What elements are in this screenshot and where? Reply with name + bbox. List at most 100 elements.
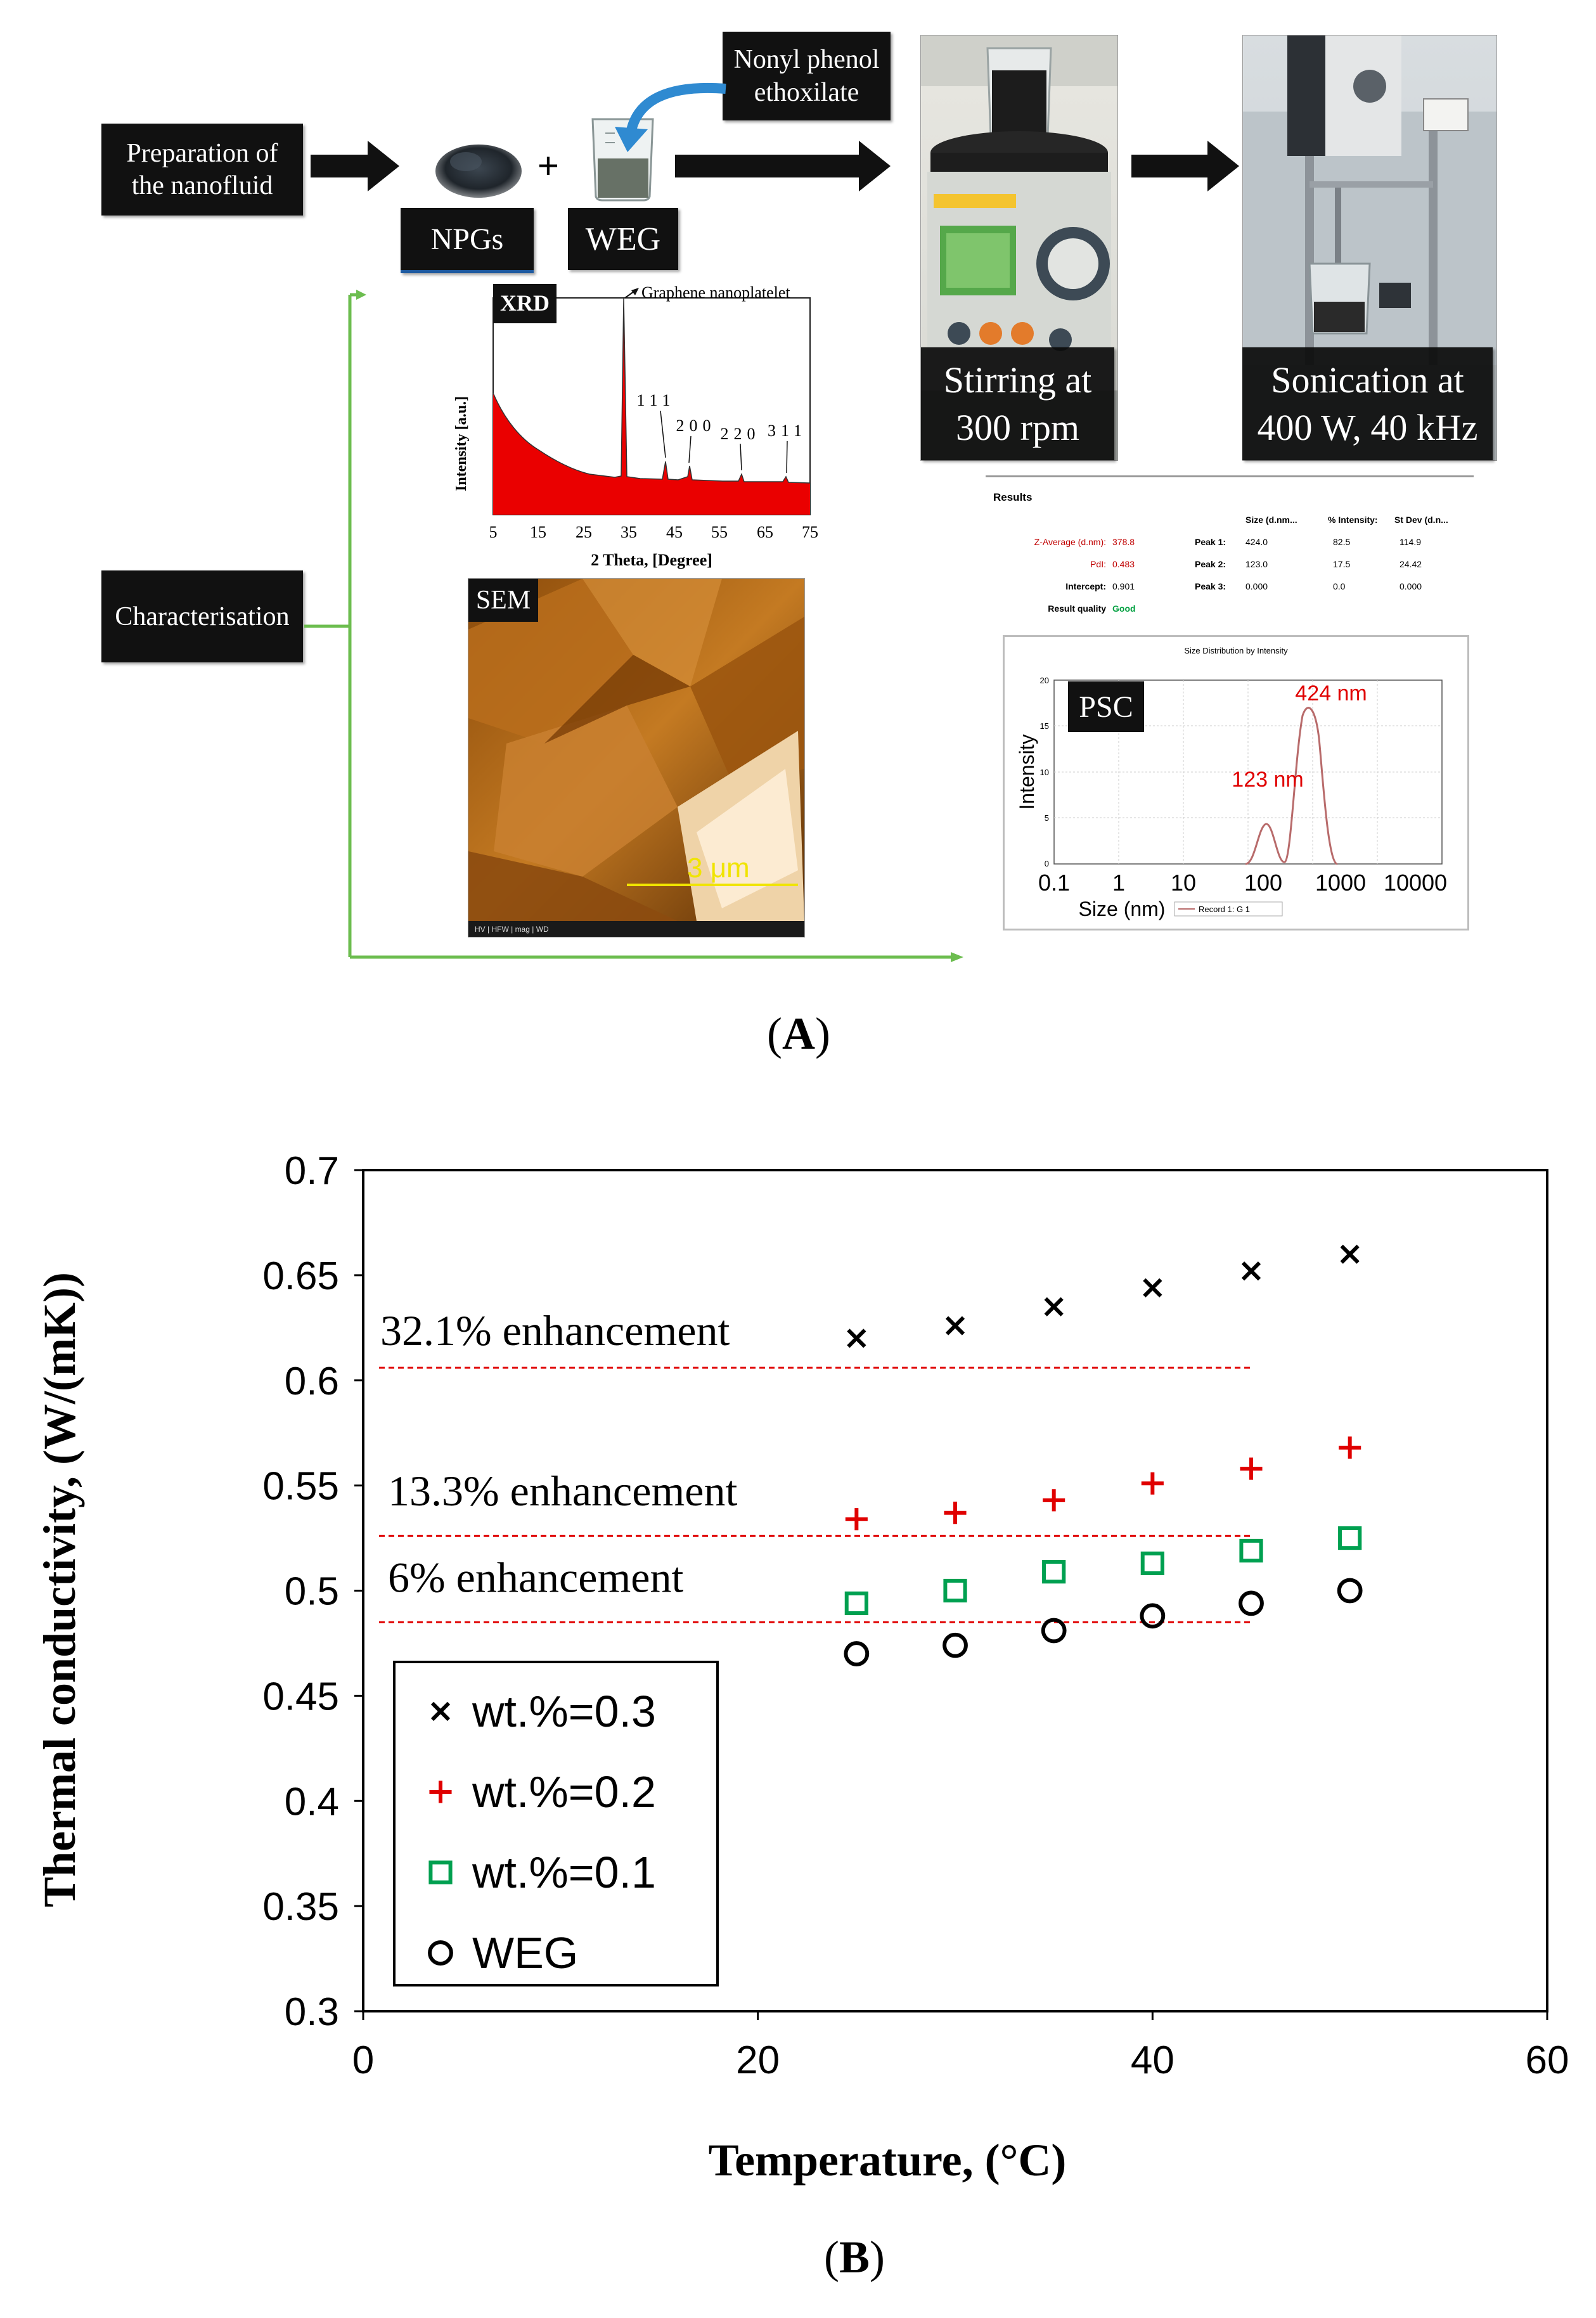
x-tick-label: 0 [352, 2038, 374, 2082]
y-tick-label: 0.4 [285, 1780, 339, 1824]
enhancement-label: 13.3% enhancement [388, 1467, 737, 1515]
weg-label: WEG [585, 221, 661, 257]
psc-tag-box: PSC [1068, 681, 1144, 732]
dls-row-size: 123.0 [1245, 559, 1268, 569]
data-point [1241, 1261, 1261, 1281]
dls-row-peak: Peak 1: [1195, 537, 1226, 547]
dls-results: Results Size (d.nm... % Intensity: St De… [986, 475, 1474, 628]
xrd-peak-label: 311 [768, 422, 807, 440]
x-tick-label: 20 [736, 2038, 780, 2082]
characterisation-label: Characterisation [115, 602, 290, 631]
legend-label: wt.%=0.2 [472, 1767, 656, 1817]
npg-powder-image [435, 145, 522, 198]
stirring-label: Stirring at 300 rpm [943, 359, 1092, 448]
sem-tag: SEM [475, 586, 531, 615]
data-point [1044, 1297, 1064, 1317]
data-point [1240, 1457, 1263, 1480]
data-point [1143, 1278, 1162, 1297]
data-point [845, 1508, 868, 1531]
dls-y-tick: 15 [1040, 721, 1049, 731]
dls-row-label: Z-Average (d.nm): [1034, 537, 1106, 547]
x-axis-label: Temperature, (°C) [709, 2135, 1067, 2186]
data-point [1337, 1578, 1363, 1604]
xrd-peak-annotation: Graphene nanoplatelet [641, 283, 790, 302]
data-point [1141, 1472, 1164, 1495]
xrd-xlabel: 2 Theta, [Degree] [591, 551, 712, 569]
dls-row-intensity: 82.5 [1333, 537, 1351, 547]
dls-row-intensity: 17.5 [1333, 559, 1351, 569]
dls-quality-label: Result quality [1048, 603, 1106, 614]
panel-a-letter: A [782, 1008, 815, 1059]
legend-box [393, 1661, 719, 1986]
surfactant-box: Nonyl phenol ethoxilate [723, 32, 891, 120]
data-point [847, 1329, 866, 1348]
dls-row-intensity: 0.0 [1333, 581, 1346, 591]
x-tick-label: 40 [1131, 2038, 1174, 2082]
dls-x-tick: 1000 [1315, 870, 1366, 896]
dls-row-peak: Peak 3: [1195, 581, 1226, 591]
sem-scale-bar-label: 3 μm [687, 853, 750, 884]
psc-tag: PSC [1079, 690, 1133, 724]
data-point [1042, 1560, 1066, 1584]
dls-y-tick: 10 [1040, 768, 1049, 777]
enhancement-label: 32.1% enhancement [380, 1306, 730, 1355]
x-tick-label: 60 [1526, 2038, 1569, 2082]
y-tick-label: 0.7 [285, 1149, 339, 1193]
panel-b-letter: B [839, 2232, 870, 2283]
legend-item: wt.%=0.1 [428, 1848, 656, 1897]
dls-row-size: 424.0 [1245, 537, 1268, 547]
xrd-x-tick: 55 [711, 523, 728, 541]
xrd-x-tick: 25 [576, 523, 592, 541]
data-point [943, 1578, 967, 1603]
dls-row-value: 0.901 [1112, 581, 1135, 591]
legend-item: wt.%=0.2 [429, 1767, 656, 1817]
xrd-peak-label: 200 [676, 416, 716, 435]
data-point [943, 1632, 968, 1658]
legend-label: wt.%=0.1 [472, 1848, 656, 1897]
panel-label-b: (B) [824, 2232, 885, 2283]
dls-row-size: 0.000 [1245, 581, 1268, 591]
dls-row: Intercept: 0.901 Peak 3: 0.000 0.0 0.000 [986, 581, 1474, 595]
data-point [1339, 1436, 1361, 1459]
xrd-x-tick: 45 [666, 523, 683, 541]
xrd-tag: XRD [500, 290, 550, 316]
xrd-x-tick: 65 [757, 523, 773, 541]
sonication-label: Sonication at 400 W, 40 kHz [1257, 359, 1478, 448]
dls-row-stdev: 24.42 [1400, 559, 1422, 569]
xrd-peak-label: 220 [721, 425, 761, 443]
y-tick-label: 0.55 [262, 1465, 339, 1509]
dls-x-tick: 1 [1112, 870, 1125, 896]
dls-divider [986, 475, 1474, 477]
plus-sign: + [537, 145, 559, 186]
sem-image: HV | HFW | mag | WD SEM 3 μm [468, 578, 805, 937]
data-point [1043, 1489, 1065, 1512]
sonication-box: Sonication at 400 W, 40 kHz [1242, 347, 1493, 460]
data-point [1239, 1538, 1263, 1563]
enhancement-guides: 32.1% enhancement 13.3% enhancement 6% enh… [379, 1306, 1251, 1623]
dls-col-header: Size (d.nm... [1245, 515, 1297, 525]
dls-quality-value: Good [1112, 603, 1136, 614]
dls-row-stdev: 0.000 [1400, 581, 1422, 591]
weg-box: WEG [568, 208, 678, 270]
x-ticks: 0 20 40 60 [352, 2011, 1569, 2082]
dls-y-tick: 0 [1045, 859, 1049, 868]
y-ticks: 0.7 0.65 0.6 0.55 0.5 0.45 0.4 0.35 0.3 [262, 1149, 363, 2034]
surfactant-label: Nonyl phenol ethoxilate [733, 44, 880, 108]
xrd-x-tick: 5 [489, 523, 498, 541]
blue-curved-arrow-icon [615, 82, 726, 152]
arrow-right-icon [311, 141, 399, 191]
dls-row-label: PdI: [1090, 559, 1106, 569]
enhancement-label: 6% enhancement [388, 1553, 683, 1601]
data-point [944, 1502, 967, 1524]
stirring-box: Stirring at 300 rpm [921, 347, 1114, 460]
dls-row-value: 378.8 [1112, 537, 1135, 547]
arrow-right-icon [675, 141, 891, 191]
series-+ [845, 1436, 1361, 1531]
dls-row-stdev: 114.9 [1400, 537, 1421, 547]
xrd-peak-label: 111 [636, 391, 675, 409]
data-point [844, 1591, 868, 1616]
panel-label-a: (A) [767, 1008, 830, 1059]
npgs-label: NPGs [430, 222, 504, 256]
legend-item: WEG [428, 1928, 578, 1978]
y-tick-label: 0.45 [262, 1675, 339, 1718]
